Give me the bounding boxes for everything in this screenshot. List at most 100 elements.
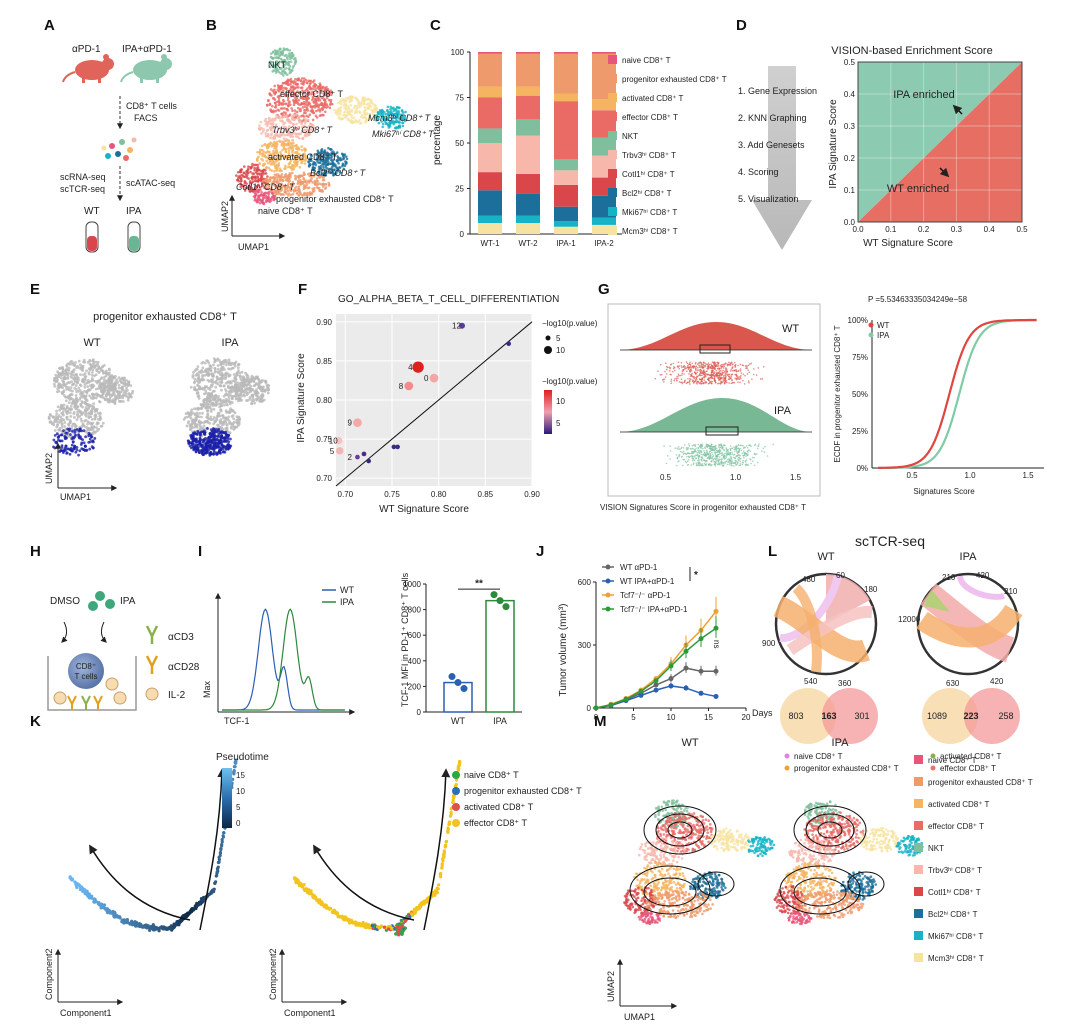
umap-b-point-trbv3	[287, 119, 290, 123]
umap-b-point-prog	[302, 171, 306, 175]
e-umap-bg-ipa	[219, 418, 223, 422]
umap-b-point-effector	[292, 103, 296, 107]
e-umap-bg-wt	[53, 419, 57, 423]
c-bar-seg-effector	[516, 95, 540, 120]
e-umap-bg-wt	[117, 386, 121, 390]
umap-b-point-activ	[278, 140, 282, 143]
umap-b-point-activ	[274, 146, 278, 150]
umap-b-point-mcm3	[347, 117, 350, 121]
e-umap-bg-wt	[65, 406, 69, 410]
g-point-wt	[722, 374, 725, 377]
e-umap-bg-ipa	[225, 410, 229, 414]
c-legend-label-cotl1: Cotl1ʰⁱ CD8⁺ T	[622, 170, 675, 179]
e-umap-bg-ipa	[221, 374, 225, 378]
umap-b-point-nkt	[291, 69, 294, 72]
umap-b-point-effector	[303, 77, 306, 80]
f-point	[366, 458, 371, 464]
e-umap-bg-wt	[97, 399, 101, 403]
e-umap-bg-ipa	[190, 425, 194, 429]
g-point-wt	[678, 381, 681, 383]
umap-b-point-cotl1	[255, 169, 259, 173]
g-point-wt	[746, 366, 748, 368]
c-bar-seg-bcl2	[554, 206, 578, 222]
e-umap-bg-wt	[100, 390, 104, 394]
e-umap-bg-ipa	[201, 387, 204, 391]
e-umap-bg-wt	[101, 365, 104, 369]
g-point-wt	[722, 380, 724, 382]
umap-b-point-nkt	[290, 51, 293, 55]
g-point-wt	[684, 380, 686, 382]
umap-b-point-trbv3	[266, 128, 270, 132]
g-point-wt	[694, 363, 697, 365]
e-umap-bg-ipa	[210, 395, 213, 399]
g-point-wt	[679, 374, 682, 377]
e-umap-bg-ipa	[194, 422, 198, 426]
e-umap-highlight-ipa	[217, 442, 221, 445]
c-bar-seg-effector	[478, 97, 502, 129]
e-umap-bg-ipa	[212, 407, 216, 411]
g-point-wt	[724, 367, 727, 369]
g-point-wt	[704, 374, 706, 376]
g-point-wt	[654, 377, 657, 380]
umap-b-point-naive	[257, 195, 261, 198]
umap-b-point-effector	[302, 83, 305, 86]
e-umap-bg-ipa	[209, 383, 213, 387]
umap-b-point-prog	[289, 173, 292, 176]
c-legend-swatch-cotl1	[608, 169, 617, 178]
umap-b-point-cotl1	[238, 170, 242, 173]
e-umap-bg-wt	[125, 386, 128, 390]
c-bar-seg-bcl2	[478, 190, 502, 216]
g-point-wt	[696, 381, 699, 383]
g-point-wt	[698, 374, 701, 377]
umap-b-point-naive	[256, 200, 260, 204]
e-umap-bg-ipa	[210, 380, 214, 384]
e-umap-bg-ipa	[207, 361, 211, 365]
g-point-wt	[671, 370, 674, 373]
umap-b-point-mcm3	[338, 100, 342, 103]
g-point-wt	[699, 369, 702, 371]
umap-b-point-effector	[303, 105, 307, 109]
c-legend-label-prog: progenitor exhausted CD8⁺ T	[622, 75, 727, 84]
e-ipa-label: IPA	[222, 337, 240, 349]
d-ytick: 0.3	[844, 122, 856, 131]
umap-b-point-activ	[265, 166, 268, 170]
umap-b-point-prog	[324, 183, 328, 186]
e-umap-bg-wt	[90, 376, 94, 380]
e-umap-bg-wt	[98, 386, 102, 390]
e-umap-bg-ipa	[222, 384, 226, 388]
e-umap-bg-wt	[122, 391, 126, 395]
umap-b-point-effector	[274, 101, 277, 104]
e-umap-bg-wt	[81, 405, 84, 409]
umap-b-point-activ	[275, 140, 279, 144]
e-umap-bg-ipa	[224, 392, 228, 396]
g-point-wt	[713, 366, 716, 369]
e-umap-highlight-wt	[68, 429, 71, 432]
e-umap-bg-wt	[96, 417, 100, 421]
umap-b-point-trbv3	[267, 134, 270, 137]
e-umap-bg-ipa	[218, 380, 222, 384]
umap-b-yaxis: UMAP2	[220, 201, 230, 232]
g-point-wt	[728, 378, 730, 381]
d-ytick: 0.0	[844, 218, 856, 227]
e-umap-bg-wt	[61, 412, 65, 416]
g-point-wt	[711, 380, 714, 383]
e-umap-bg-ipa	[231, 414, 235, 418]
e-umap-bg-ipa	[237, 385, 241, 389]
umap-b-point-prog	[302, 185, 306, 188]
umap-b-point-activ	[287, 147, 290, 150]
umap-b-point-effector	[311, 90, 314, 94]
g-point-wt	[715, 381, 717, 384]
e-umap-highlight-wt	[70, 437, 74, 441]
e-umap-bg-ipa	[224, 399, 228, 403]
e-umap-bg-wt	[117, 376, 121, 380]
e-umap-highlight-wt	[91, 439, 95, 443]
e-umap-bg-ipa	[224, 389, 228, 393]
e-umap-bg-ipa	[242, 378, 246, 382]
g-point-wt	[673, 379, 675, 382]
umap-b-point-mcm3	[349, 103, 353, 107]
e-umap-bg-ipa	[197, 375, 201, 379]
e-umap-highlight-ipa	[188, 444, 192, 448]
f-ylabel: IPA Signature Score	[296, 353, 307, 443]
g-point-wt	[710, 363, 712, 366]
e-umap-highlight-ipa	[196, 431, 200, 434]
